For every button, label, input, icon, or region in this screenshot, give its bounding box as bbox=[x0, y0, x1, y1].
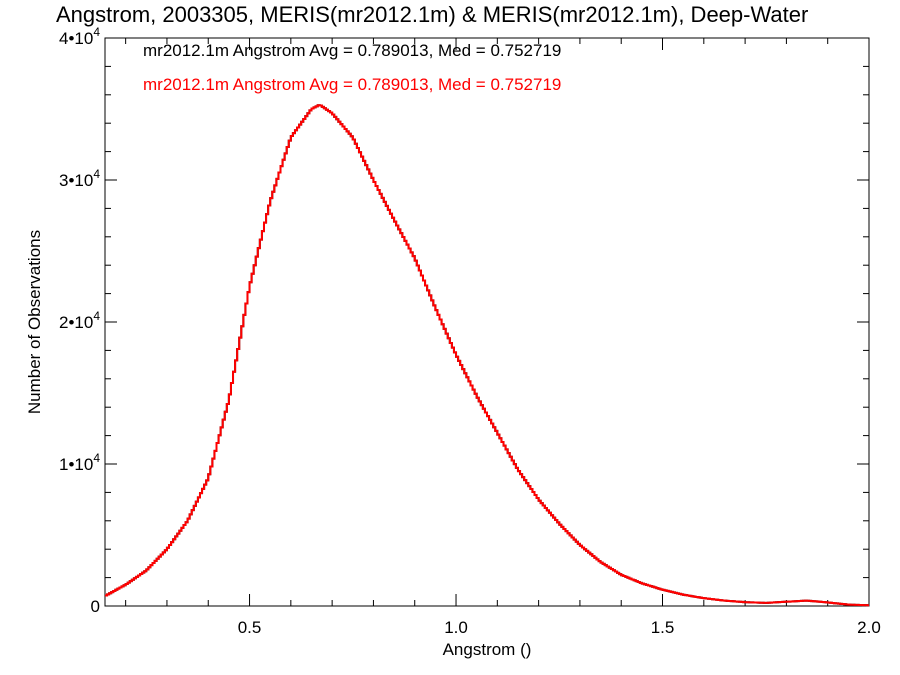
y-tick-label: 0 bbox=[91, 597, 100, 616]
y-tick-label: 3•104 bbox=[59, 167, 100, 190]
y-tick-label: 4•104 bbox=[59, 25, 100, 48]
plot-frame bbox=[104, 37, 870, 607]
x-tick-label: 1.5 bbox=[651, 618, 675, 637]
axis-ticks bbox=[105, 37, 870, 607]
y-axis-label: Number of Observations bbox=[25, 230, 44, 414]
x-tick-label: 0.5 bbox=[238, 618, 262, 637]
y-tick-label: 1•104 bbox=[59, 451, 100, 474]
y-tick-label: 2•104 bbox=[59, 309, 100, 332]
x-tick-label: 2.0 bbox=[857, 618, 881, 637]
series-line-1 bbox=[105, 104, 869, 607]
legend-entry-red: mr2012.1m Angstrom Avg = 0.789013, Med =… bbox=[143, 75, 562, 94]
legend-entry-black: mr2012.1m Angstrom Avg = 0.789013, Med =… bbox=[143, 41, 562, 60]
x-tick-label: 1.0 bbox=[444, 618, 468, 637]
series-line-0 bbox=[105, 104, 869, 607]
tick-labels: 0.5 1.0 1.5 2.0 0 1•104 2•104 3•104 4•104 bbox=[59, 25, 881, 637]
series-layer bbox=[105, 104, 869, 607]
chart-title: Angstrom, 2003305, MERIS(mr2012.1m) & ME… bbox=[56, 2, 809, 27]
x-axis-label: Angstrom () bbox=[443, 640, 532, 659]
